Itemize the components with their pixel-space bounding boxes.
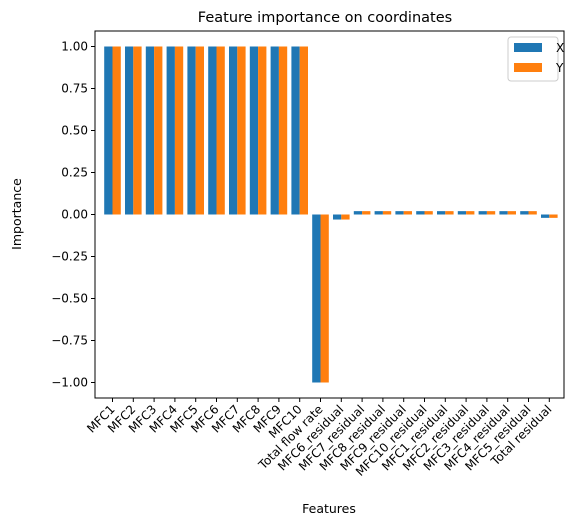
- bar-y-13: [362, 211, 371, 215]
- bar-y-2: [133, 46, 142, 215]
- y-tick-label: −0.75: [51, 334, 88, 348]
- bar-x-18: [457, 211, 467, 215]
- bar-x-5: [187, 46, 196, 215]
- bar-x-20: [499, 211, 508, 215]
- x-axis: MFC1MFC2MFC3MFC4MFC5MFC6MFC7MFC8MFC9MFC1…: [84, 398, 554, 479]
- y-tick-label: 0.00: [61, 208, 88, 222]
- bar-y-21: [528, 211, 537, 215]
- y-tick-label: −1.00: [51, 376, 88, 390]
- legend-swatch-y: [514, 63, 542, 72]
- y-axis: −1.00 −0.75 −0.50 −0.25 0.00 0.25 0.50 0.75 1.00: [51, 40, 95, 390]
- bar-x-4: [166, 46, 175, 215]
- bar-x-16: [416, 211, 425, 215]
- bar-x-1: [104, 46, 113, 215]
- bar-y-16: [424, 211, 433, 215]
- bar-y-4: [174, 46, 184, 215]
- bar-x-21: [520, 211, 529, 215]
- bar-x-3: [145, 46, 155, 215]
- bar-x-19: [478, 211, 487, 215]
- y-axis-label: Importance: [9, 178, 24, 250]
- bar-x-9: [270, 46, 279, 215]
- bar-y-14: [382, 211, 392, 215]
- bar-y-15: [403, 211, 412, 215]
- bar-y-20: [507, 211, 516, 215]
- bar-x-10: [291, 46, 300, 215]
- plot-frame: [94, 30, 565, 399]
- bar-x-7: [229, 46, 238, 215]
- bar-x-8: [249, 46, 259, 215]
- legend-label-y: Y: [555, 61, 564, 75]
- x-axis-label: Features: [302, 501, 356, 516]
- y-tick-label: 0.50: [61, 124, 88, 138]
- bar-y-12: [341, 214, 350, 220]
- legend: XY: [507, 36, 564, 82]
- bar-x-11: [312, 214, 321, 383]
- bar-y-10: [299, 46, 308, 215]
- bar-y-18: [466, 211, 475, 215]
- bar-y-8: [258, 46, 267, 215]
- bar-y-19: [486, 211, 496, 215]
- bar-y-7: [237, 46, 246, 215]
- bar-y-6: [216, 46, 225, 215]
- bar-y-5: [195, 46, 204, 215]
- legend-swatch-x: [514, 43, 542, 52]
- bar-x-13: [353, 211, 363, 215]
- bar-y-9: [278, 46, 288, 215]
- bar-x-22: [541, 214, 550, 218]
- y-tick-label: 0.25: [61, 166, 88, 180]
- y-tick-label: 1.00: [61, 40, 88, 54]
- bar-x-12: [333, 214, 342, 220]
- legend-label-x: X: [556, 41, 564, 55]
- bar-y-22: [549, 214, 558, 218]
- bar-x-2: [125, 46, 134, 215]
- bar-y-11: [320, 214, 329, 383]
- bar-x-17: [437, 211, 446, 215]
- y-tick-label: −0.50: [51, 292, 88, 306]
- y-tick-label: 0.75: [61, 82, 88, 96]
- y-tick-label: −0.25: [51, 250, 88, 264]
- chart-title: Feature importance on coordinates: [198, 10, 452, 26]
- bar-x-14: [374, 211, 383, 215]
- bar-y-17: [445, 211, 454, 215]
- bar-y-3: [154, 46, 163, 215]
- bars-group: [104, 46, 558, 383]
- bar-y-1: [112, 46, 121, 215]
- bar-x-6: [208, 46, 217, 215]
- bar-x-15: [395, 211, 404, 215]
